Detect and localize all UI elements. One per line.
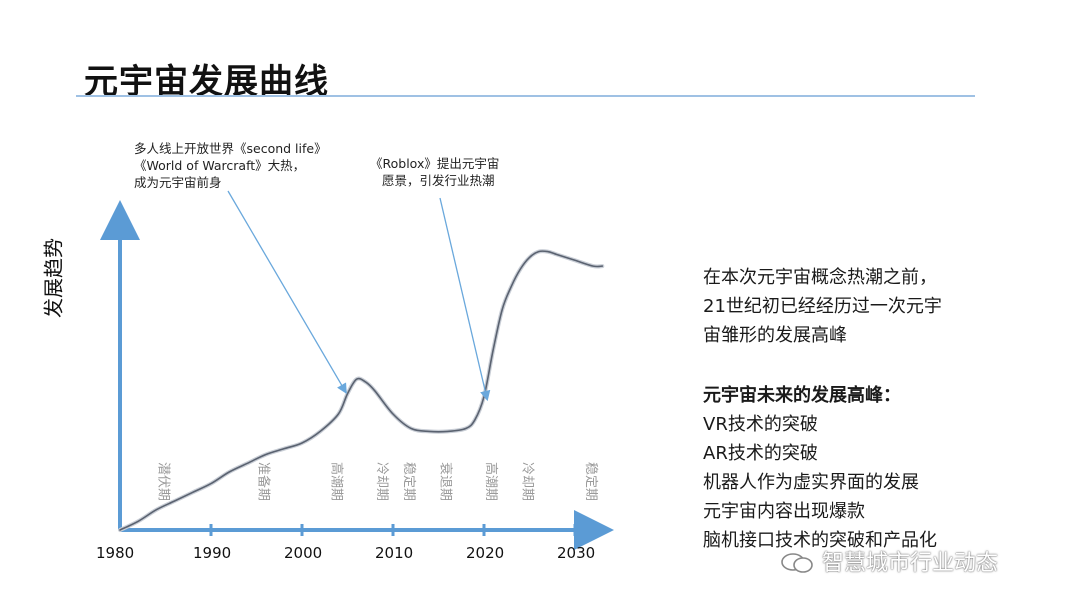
future-peak-item: 脑机接口技术的突破和产品化 xyxy=(703,530,937,551)
phase-label: 高潮期 xyxy=(328,462,344,501)
curve-layer xyxy=(118,249,605,532)
future-peak-item: AR技术的突破 xyxy=(703,443,818,464)
future-peaks-list: 元宇宙未来的发展高峰： VR技术的突破 AR技术的突破 机器人作为虚实界面的发展… xyxy=(703,381,937,555)
x-tick-labels: 1980 1990 2000 2010 2020 2030 xyxy=(96,544,595,562)
phase-labels: 潜伏期 准备期 高潮期 冷却期 稳定期 衰退期 高潮期 冷却期 稳定期 xyxy=(156,462,600,501)
axes xyxy=(100,200,614,550)
annotation-arrows xyxy=(227,190,491,402)
annotation-roblox: 《Roblox》提出元宇宙 愿景，引发行业热潮 xyxy=(370,155,499,189)
y-axis-label: 发展趋势 xyxy=(41,238,66,318)
phase-label: 冷却期 xyxy=(374,462,389,501)
watermark-text: 智慧城市行业动态 xyxy=(822,551,999,576)
intro-line: 宙雏形的发展高峰 xyxy=(703,325,847,346)
phase-label: 高潮期 xyxy=(483,462,499,501)
intro-line: 21世纪初已经经历过一次元宇 xyxy=(703,296,942,317)
intro-line: 在本次元宇宙概念热潮之前， xyxy=(703,267,937,288)
title-divider xyxy=(76,95,975,97)
x-tick-label: 2000 xyxy=(284,544,322,562)
x-tick-label: 1980 xyxy=(96,544,134,562)
annotation-arrow xyxy=(227,190,347,394)
annotation-line: 愿景，引发行业热潮 xyxy=(382,173,495,188)
annotation-line: 成为元宇宙前身 xyxy=(134,175,222,190)
phase-label: 冷却期 xyxy=(520,462,535,501)
annotation-arrow xyxy=(439,197,491,402)
future-peaks-heading: 元宇宙未来的发展高峰： xyxy=(703,385,901,406)
intro-text: 在本次元宇宙概念热潮之前， 21世纪初已经经历过一次元宇 宙雏形的发展高峰 xyxy=(703,263,942,350)
future-peak-item: 元宇宙内容出现爆款 xyxy=(703,501,865,522)
wechat-icon xyxy=(781,553,813,573)
x-tick-label: 2020 xyxy=(466,544,504,562)
phase-label: 稳定期 xyxy=(401,462,417,501)
annotation-line: 多人线上开放世界《second life》 xyxy=(134,141,327,156)
phase-label: 潜伏期 xyxy=(156,462,171,501)
phase-label: 准备期 xyxy=(256,462,272,501)
annotation-second-life: 多人线上开放世界《second life》 《World of Warcraft… xyxy=(134,140,327,191)
future-peak-item: 机器人作为虚实界面的发展 xyxy=(703,472,919,493)
x-tick-label: 2030 xyxy=(557,544,595,562)
phase-label: 稳定期 xyxy=(583,462,599,501)
development-curve xyxy=(119,250,604,531)
phase-label: 衰退期 xyxy=(438,462,454,501)
annotation-line: 《World of Warcraft》大热， xyxy=(134,158,306,173)
annotation-line: 《Roblox》提出元宇宙 xyxy=(370,156,500,171)
x-tick-label: 1990 xyxy=(193,544,231,562)
future-peak-item: VR技术的突破 xyxy=(703,414,818,435)
x-tick-label: 2010 xyxy=(375,544,413,562)
